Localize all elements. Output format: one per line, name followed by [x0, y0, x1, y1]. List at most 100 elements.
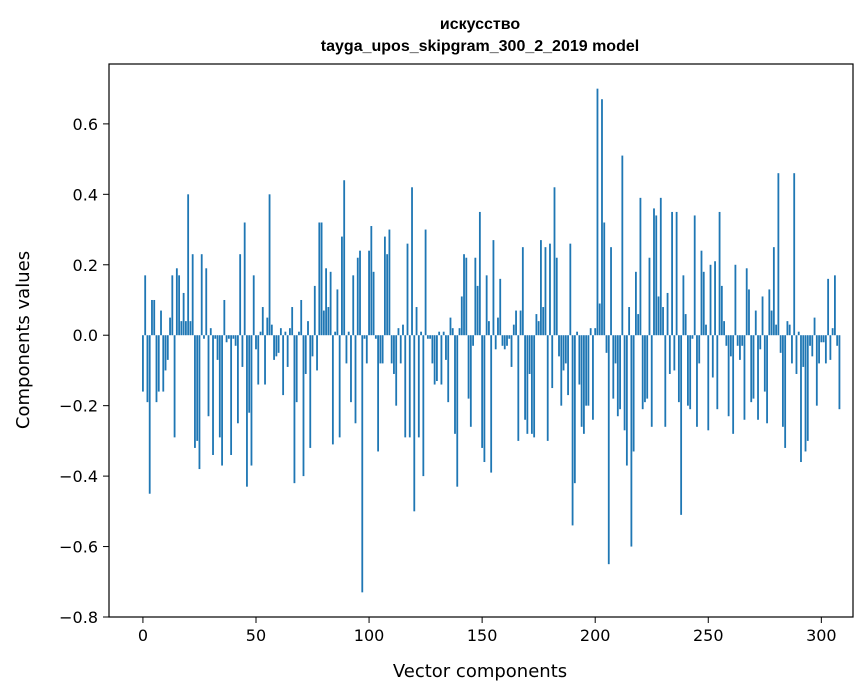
bar: [752, 335, 755, 399]
bar: [612, 335, 615, 399]
bar: [729, 335, 732, 357]
bar: [836, 335, 839, 346]
bar: [598, 303, 601, 336]
bar: [320, 222, 323, 336]
bar: [327, 307, 330, 336]
bar: [415, 307, 418, 336]
bar: [282, 335, 285, 396]
bar: [166, 335, 169, 360]
bar: [483, 335, 486, 463]
bar: [397, 328, 400, 336]
x-axis-ticks: 0 50 100 150 200 250 300: [138, 617, 837, 645]
bar: [537, 321, 540, 336]
bar: [596, 88, 599, 336]
bar: [264, 335, 266, 385]
bar: [567, 335, 569, 396]
bar: [585, 335, 588, 406]
bar: [605, 335, 608, 353]
bar: [601, 99, 603, 336]
bar: [616, 335, 619, 417]
bar: [212, 335, 214, 455]
bar: [171, 275, 174, 336]
bar: [438, 331, 441, 336]
y-tick-label: 0.6: [73, 115, 98, 134]
bar: [223, 299, 226, 336]
bar: [512, 324, 515, 336]
y-tick-label: −0.6: [59, 538, 98, 557]
bar: [517, 335, 520, 441]
bar: [295, 335, 298, 403]
bar: [361, 335, 364, 593]
bar: [797, 331, 800, 336]
bar: [657, 296, 660, 336]
bar: [187, 194, 190, 336]
bar: [390, 335, 393, 364]
bar: [239, 254, 242, 336]
bar: [316, 335, 318, 371]
bar: [795, 335, 798, 374]
bar: [732, 335, 735, 434]
bar: [354, 335, 357, 424]
x-tick-label: 50: [246, 626, 266, 645]
bar: [433, 335, 436, 385]
bar: [677, 335, 680, 403]
bar: [772, 247, 775, 336]
bar: [786, 321, 789, 336]
bar: [456, 335, 459, 487]
bar: [822, 335, 825, 343]
bar: [227, 335, 230, 339]
bar: [831, 328, 834, 336]
bar: [781, 335, 784, 427]
bar: [395, 335, 398, 406]
bar: [553, 187, 556, 336]
bar: [454, 335, 456, 434]
x-tick-label: 150: [467, 626, 498, 645]
bar: [800, 335, 802, 463]
bar: [232, 335, 235, 339]
bar: [442, 331, 445, 336]
bar: [431, 335, 434, 364]
bar: [603, 222, 606, 336]
bar: [580, 335, 583, 427]
bar: [793, 173, 796, 336]
bar: [741, 335, 744, 346]
bar: [668, 335, 671, 374]
bar: [374, 335, 377, 339]
bar: [646, 335, 649, 399]
bar: [286, 335, 289, 367]
bar: [533, 335, 536, 438]
bar: [684, 314, 687, 336]
bar: [571, 335, 574, 526]
bar: [589, 328, 592, 336]
bar: [449, 317, 452, 336]
bar: [714, 261, 716, 336]
bar: [829, 335, 832, 360]
bar: [379, 335, 382, 364]
bar: [175, 268, 178, 336]
bar: [225, 335, 228, 343]
bar: [592, 335, 594, 420]
bar: [218, 335, 221, 438]
bar: [447, 335, 450, 403]
bar: [365, 335, 368, 364]
bar: [542, 307, 545, 336]
bar: [680, 335, 683, 515]
bar: [811, 335, 814, 357]
bar: [250, 335, 253, 466]
bar: [630, 335, 633, 547]
bar: [336, 289, 339, 336]
bar: [424, 229, 427, 336]
bar: [307, 321, 309, 336]
bar: [727, 335, 730, 417]
bar: [230, 335, 233, 455]
bar: [352, 275, 355, 336]
bar: [488, 321, 490, 336]
bar: [653, 208, 655, 336]
bar: [607, 335, 610, 565]
bar: [341, 236, 343, 336]
bar: [180, 321, 183, 336]
bar: [381, 335, 384, 364]
bar: [763, 335, 766, 392]
bar: [705, 324, 707, 336]
